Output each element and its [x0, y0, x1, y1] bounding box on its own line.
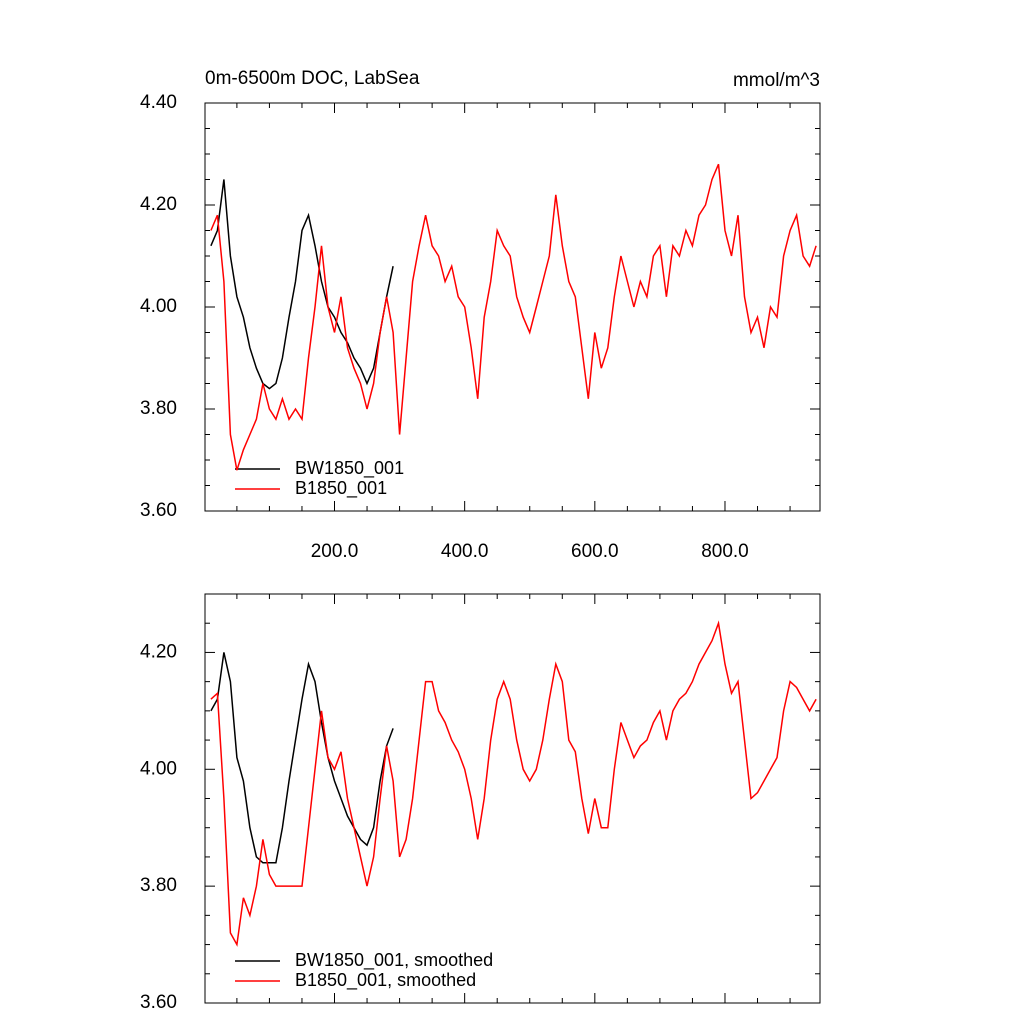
y-tick-label: 4.20 — [140, 194, 177, 215]
data-line — [210, 163, 817, 471]
x-tick-label: 400.0 — [441, 541, 489, 562]
y-tick-label: 3.80 — [140, 875, 177, 896]
legend-label: B1850_001, smoothed — [295, 970, 476, 991]
data-line — [210, 179, 394, 390]
x-tick-label: 800.0 — [701, 541, 749, 562]
x-tick-label: 200.0 — [311, 541, 359, 562]
units-label: mmol/m^3 — [733, 70, 820, 91]
data-line — [210, 620, 817, 947]
legend-label: BW1850_001 — [295, 458, 404, 479]
y-tick-label: 4.40 — [140, 92, 177, 113]
y-tick-label: 3.60 — [140, 500, 177, 521]
chart-title: 0m-6500m DOC, LabSea — [205, 68, 420, 89]
legend-label: BW1850_001, smoothed — [295, 950, 493, 971]
plot-frame — [204, 593, 821, 1004]
plot-frame — [204, 102, 821, 512]
y-tick-label: 4.00 — [140, 296, 177, 317]
y-tick-label: 3.60 — [140, 992, 177, 1013]
legend-label: B1850_001 — [295, 478, 387, 499]
y-tick-label: 3.80 — [140, 398, 177, 419]
y-tick-label: 4.20 — [140, 641, 177, 662]
x-tick-label: 600.0 — [571, 541, 619, 562]
data-line — [210, 652, 394, 864]
y-tick-label: 4.00 — [140, 758, 177, 779]
